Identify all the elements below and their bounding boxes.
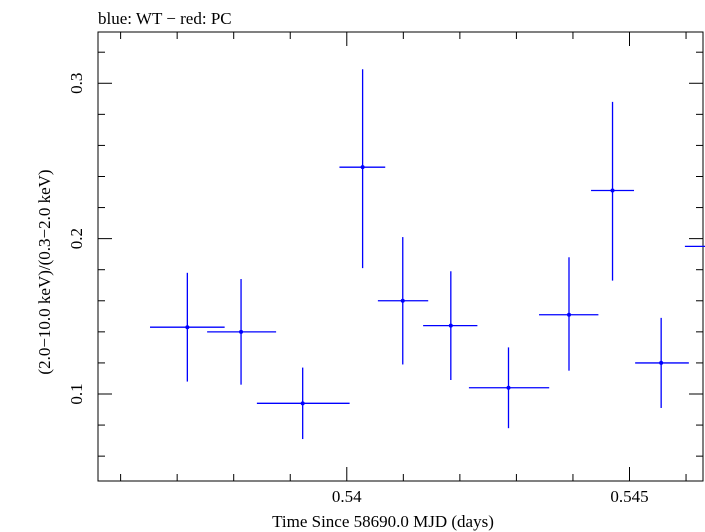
data-point: [591, 101, 635, 281]
x-axis-label: Time Since 58690.0 MJD (days): [272, 512, 494, 531]
x-tick-label: 0.54: [332, 487, 362, 506]
data-point: [468, 347, 550, 429]
point-marker: [239, 329, 244, 334]
data-point: [635, 317, 689, 408]
point-marker: [610, 188, 615, 193]
y-tick-label: 0.1: [67, 383, 86, 404]
point-marker: [506, 385, 511, 390]
point-marker: [448, 323, 453, 328]
y-tick-label: 0.3: [67, 73, 86, 94]
series-wt: [150, 69, 705, 440]
data-point: [256, 367, 350, 440]
point-marker: [659, 360, 664, 365]
tick-labels: 0.54 0.545 0.1 0.2 0.3: [67, 73, 649, 506]
data-point: [684, 245, 705, 248]
data-point: [207, 279, 277, 385]
data-point: [377, 237, 429, 365]
data-point: [339, 69, 386, 269]
y-axis-label: (2.0−10.0 keV)/(0.3−2.0 keV): [35, 169, 54, 374]
axis-ticks: [98, 32, 703, 481]
data-point: [539, 257, 599, 371]
point-marker: [566, 312, 571, 317]
plot-frame: [97, 31, 704, 482]
point-marker: [300, 401, 305, 406]
point-marker: [185, 325, 190, 330]
y-tick-label: 0.2: [67, 228, 86, 249]
data-point: [423, 271, 478, 381]
x-tick-label: 0.545: [610, 487, 648, 506]
point-marker: [360, 165, 365, 170]
data-series: [150, 69, 705, 440]
point-marker: [400, 298, 405, 303]
chart-title: blue: WT − red: PC: [98, 9, 232, 28]
data-point: [150, 272, 225, 382]
